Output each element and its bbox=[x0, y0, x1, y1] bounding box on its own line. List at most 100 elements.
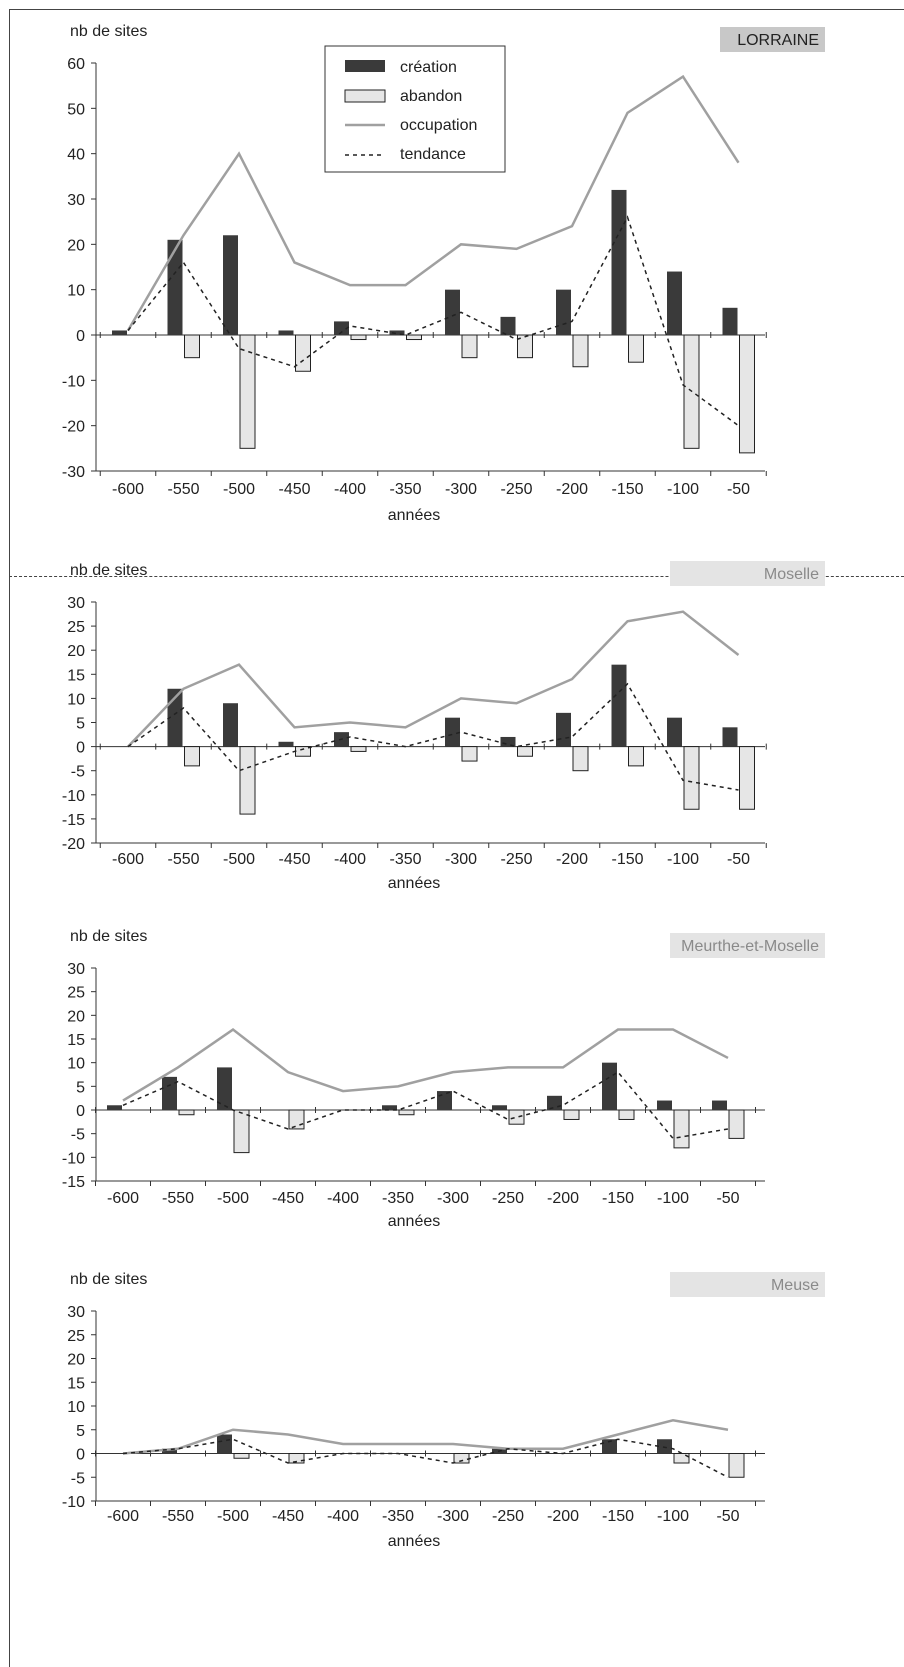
x-tick-label: -300 bbox=[445, 481, 477, 498]
x-tick-label: -600 bbox=[107, 1190, 139, 1207]
legend: création abandon occupation tendance bbox=[324, 45, 506, 173]
abandon-bar bbox=[673, 1453, 690, 1464]
y-axis-label: nb de sites bbox=[70, 562, 147, 579]
x-tick-label: -400 bbox=[327, 1190, 359, 1207]
abandon-bar bbox=[288, 1453, 305, 1464]
occupation-line bbox=[127, 610, 740, 748]
x-tick-label: -150 bbox=[611, 851, 643, 868]
y-tick-label: 25 bbox=[67, 985, 85, 1002]
abandon-bar bbox=[350, 334, 367, 341]
x-axis-label: années bbox=[388, 875, 441, 892]
x-tick-label: -450 bbox=[278, 851, 310, 868]
x-tick-label: -150 bbox=[602, 1508, 634, 1525]
y-tick-label: 5 bbox=[76, 1079, 85, 1096]
creation-bar bbox=[712, 1100, 727, 1110]
y-tick-label: -15 bbox=[62, 812, 85, 829]
y-tick-label: -5 bbox=[71, 764, 85, 781]
y-tick-label: 20 bbox=[67, 237, 85, 254]
y-tick-label: 0 bbox=[76, 740, 85, 757]
y-tick-label: -5 bbox=[71, 1127, 85, 1144]
abandon-bar bbox=[233, 1109, 250, 1154]
creation-bar bbox=[722, 307, 738, 335]
y-tick-label: 0 bbox=[76, 1103, 85, 1120]
creation-bar bbox=[162, 1448, 177, 1454]
creation-bar bbox=[500, 316, 516, 335]
y-axis-label: nb de sites bbox=[70, 1271, 147, 1288]
abandon-bar bbox=[239, 334, 256, 449]
abandon-bar bbox=[453, 1453, 470, 1464]
region-name: LORRAINE bbox=[737, 32, 819, 49]
x-tick-label: -150 bbox=[611, 481, 643, 498]
tendance-line bbox=[127, 215, 739, 427]
creation-bar bbox=[667, 271, 682, 335]
abandon-bar bbox=[739, 746, 755, 810]
creation-bar bbox=[278, 741, 294, 747]
y-tick-label: 10 bbox=[67, 1056, 85, 1073]
x-tick-label: -100 bbox=[667, 851, 699, 868]
x-tick-label: -150 bbox=[602, 1190, 634, 1207]
x-tick-label: -100 bbox=[657, 1190, 689, 1207]
x-axis-label: années bbox=[388, 1533, 441, 1550]
y-tick-label: 60 bbox=[67, 56, 85, 73]
creation-bar bbox=[657, 1100, 672, 1110]
y-tick-label: 30 bbox=[67, 1304, 85, 1321]
x-tick-label: -400 bbox=[334, 481, 366, 498]
x-tick-label: -500 bbox=[217, 1508, 249, 1525]
creation-bar bbox=[217, 1067, 232, 1110]
abandon-bar bbox=[350, 746, 367, 752]
y-tick-label: -10 bbox=[62, 788, 85, 805]
legend-abandon-swatch bbox=[344, 89, 386, 103]
y-tick-label: -15 bbox=[62, 1174, 85, 1191]
creation-bar bbox=[389, 330, 405, 335]
creation-bar bbox=[556, 289, 571, 335]
legend-creation-label: création bbox=[400, 59, 457, 76]
x-tick-label: -550 bbox=[167, 851, 199, 868]
figure-frame bbox=[9, 9, 904, 1667]
y-tick-label: 20 bbox=[67, 1008, 85, 1025]
x-tick-label: -250 bbox=[492, 1508, 524, 1525]
abandon-bar bbox=[618, 1109, 635, 1120]
abandon-bar bbox=[572, 746, 589, 772]
creation-bar bbox=[112, 330, 127, 335]
x-tick-label: -50 bbox=[727, 851, 750, 868]
occupation-line bbox=[122, 1027, 729, 1102]
y-axis-label: nb de sites bbox=[70, 23, 147, 40]
y-tick-label: -5 bbox=[71, 1470, 85, 1487]
x-tick-label: -50 bbox=[727, 481, 750, 498]
x-tick-label: -300 bbox=[437, 1190, 469, 1207]
abandon-bar bbox=[728, 1109, 745, 1139]
y-tick-label: 15 bbox=[67, 1032, 85, 1049]
y-tick-label: 30 bbox=[67, 595, 85, 612]
x-tick-label: -300 bbox=[445, 851, 477, 868]
y-tick-label: 15 bbox=[67, 667, 85, 684]
y-tick-label: -10 bbox=[62, 1150, 85, 1167]
y-tick-label: 0 bbox=[76, 1447, 85, 1464]
y-tick-label: -20 bbox=[62, 836, 85, 853]
x-tick-label: -450 bbox=[272, 1190, 304, 1207]
x-tick-label: -100 bbox=[667, 481, 699, 498]
x-axis-label: années bbox=[388, 507, 441, 524]
region-badge bbox=[670, 1272, 825, 1297]
y-tick-label: 40 bbox=[67, 147, 85, 164]
y-axis-label: nb de sites bbox=[70, 928, 147, 945]
x-tick-label: -400 bbox=[327, 1508, 359, 1525]
y-tick-label: 15 bbox=[67, 1375, 85, 1392]
creation-bar bbox=[500, 736, 516, 747]
abandon-bar bbox=[728, 1453, 745, 1478]
y-tick-label: 5 bbox=[76, 716, 85, 733]
y-tick-label: -10 bbox=[62, 373, 85, 390]
x-tick-label: -50 bbox=[716, 1508, 739, 1525]
abandon-bar bbox=[739, 334, 755, 454]
tendance-line bbox=[122, 1438, 729, 1478]
x-tick-label: -200 bbox=[556, 481, 588, 498]
x-tick-label: -550 bbox=[162, 1508, 194, 1525]
creation-bar bbox=[611, 664, 627, 747]
creation-bar bbox=[217, 1434, 232, 1454]
creation-bar bbox=[167, 239, 183, 335]
x-tick-label: -350 bbox=[389, 481, 421, 498]
abandon-bar bbox=[563, 1109, 580, 1120]
y-tick-label: 25 bbox=[67, 1328, 85, 1345]
abandon-bar bbox=[233, 1453, 250, 1459]
y-tick-label: 0 bbox=[76, 328, 85, 345]
